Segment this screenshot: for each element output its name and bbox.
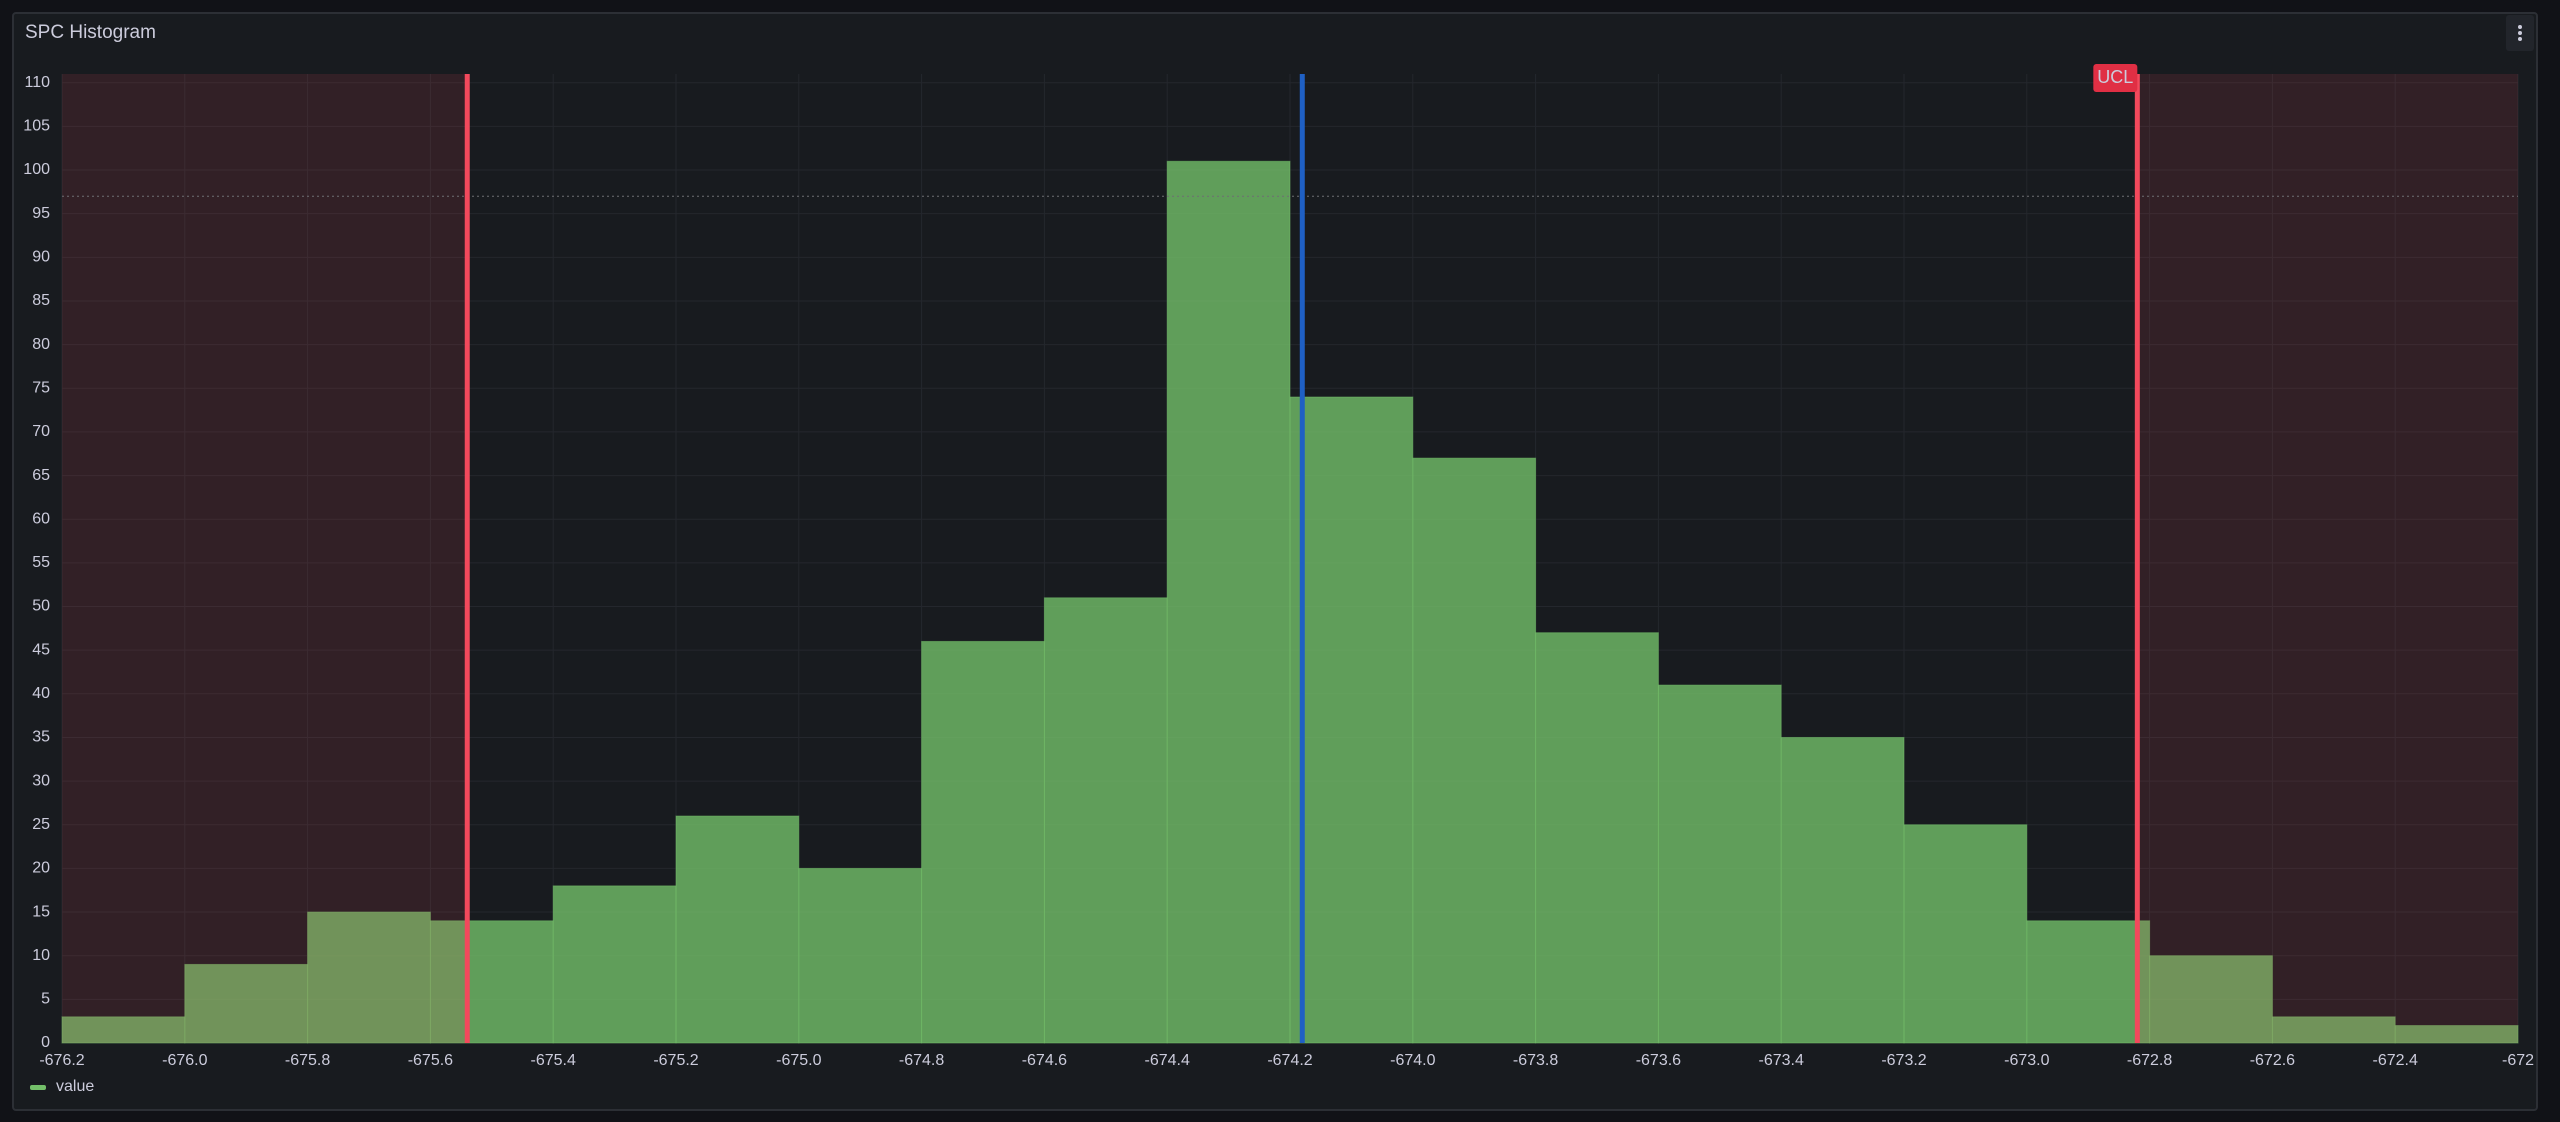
- bar: [184, 963, 309, 1044]
- y-tick-label: 110: [24, 74, 50, 91]
- x-tick-label: -673.4: [1759, 1052, 1804, 1069]
- menu-dot: [2518, 25, 2522, 29]
- x-tick-label: -672.8: [2127, 1052, 2172, 1069]
- y-tick-label: 60: [32, 510, 50, 527]
- bar: [1043, 597, 1168, 1044]
- y-tick-label: 40: [32, 685, 50, 702]
- bar: [552, 885, 677, 1044]
- x-tick-label: -675.0: [776, 1052, 821, 1069]
- y-tick-label: 50: [32, 598, 50, 615]
- bar: [1166, 160, 1291, 1044]
- bar: [675, 815, 800, 1044]
- x-tick-label: -675.2: [653, 1052, 698, 1069]
- y-tick-label: 70: [32, 423, 50, 440]
- x-tick-label: -673.8: [1513, 1052, 1558, 1069]
- y-tick-label: 100: [23, 161, 50, 178]
- bar: [1535, 632, 1659, 1044]
- x-tick-label: -674.4: [1145, 1052, 1190, 1069]
- x-tick-label: -675.8: [285, 1052, 330, 1069]
- x-tick-label: -675.6: [408, 1052, 453, 1069]
- y-tick-label: 20: [32, 860, 50, 877]
- x-tick-label: -674.0: [1390, 1052, 1435, 1069]
- bar: [307, 911, 431, 1044]
- x-tick-label: -674.2: [1267, 1052, 1312, 1069]
- lcl-region: [62, 74, 468, 1043]
- y-tick-label: 25: [32, 816, 50, 833]
- ucl-region: [2137, 74, 2518, 1043]
- bar: [2271, 1016, 2396, 1044]
- x-tick-label: -673.2: [1881, 1052, 1926, 1069]
- ucl-label: UCL: [2097, 67, 2133, 87]
- y-tick-label: 55: [32, 554, 50, 571]
- bar: [429, 920, 554, 1044]
- menu-dot: [2518, 37, 2522, 41]
- y-tick-label: 90: [32, 249, 50, 266]
- y-tick-label: 30: [32, 772, 50, 789]
- legend-swatch: [30, 1085, 46, 1090]
- y-tick-label: 95: [32, 205, 50, 222]
- y-tick-label: 85: [32, 292, 50, 309]
- y-tick-label: 0: [41, 1034, 50, 1051]
- bar: [1289, 396, 1414, 1044]
- legend-label: value: [56, 1078, 94, 1095]
- x-tick-label: -676.0: [162, 1052, 207, 1069]
- y-tick-label: 45: [32, 641, 50, 658]
- panel-menu[interactable]: [2506, 15, 2534, 51]
- x-tick-label: -674.6: [1022, 1052, 1067, 1069]
- x-tick-label: -672.6: [2250, 1052, 2295, 1069]
- x-tick-label: -673.6: [1636, 1052, 1681, 1069]
- x-tick-label: -674.8: [899, 1052, 944, 1069]
- panel-title: SPC Histogram: [25, 22, 156, 43]
- x-tick-label: -673.0: [2004, 1052, 2049, 1069]
- y-tick-label: 5: [41, 991, 50, 1008]
- x-tick-label: -675.4: [531, 1052, 576, 1069]
- bar: [2026, 920, 2151, 1044]
- bar: [1657, 684, 1782, 1044]
- bar: [2394, 1025, 2519, 1044]
- bar: [798, 867, 923, 1044]
- bar: [1780, 736, 1905, 1044]
- y-tick-label: 35: [32, 729, 50, 746]
- bar: [2149, 955, 2273, 1044]
- x-tick-label: -672.4: [2373, 1052, 2418, 1069]
- x-tick-label: -676.2: [39, 1052, 84, 1069]
- bar: [1903, 824, 2028, 1044]
- bar: [921, 640, 1045, 1044]
- y-tick-label: 75: [32, 379, 50, 396]
- bar: [1412, 457, 1537, 1044]
- y-tick-label: 65: [32, 467, 50, 484]
- y-tick-label: 80: [32, 336, 50, 353]
- menu-dot: [2518, 31, 2522, 35]
- y-tick-label: 10: [32, 947, 50, 964]
- y-tick-label: 15: [32, 903, 50, 920]
- ucl-badge: [2093, 64, 2138, 92]
- x-tick-label: -672: [2502, 1052, 2534, 1069]
- y-tick-label: 105: [23, 118, 50, 135]
